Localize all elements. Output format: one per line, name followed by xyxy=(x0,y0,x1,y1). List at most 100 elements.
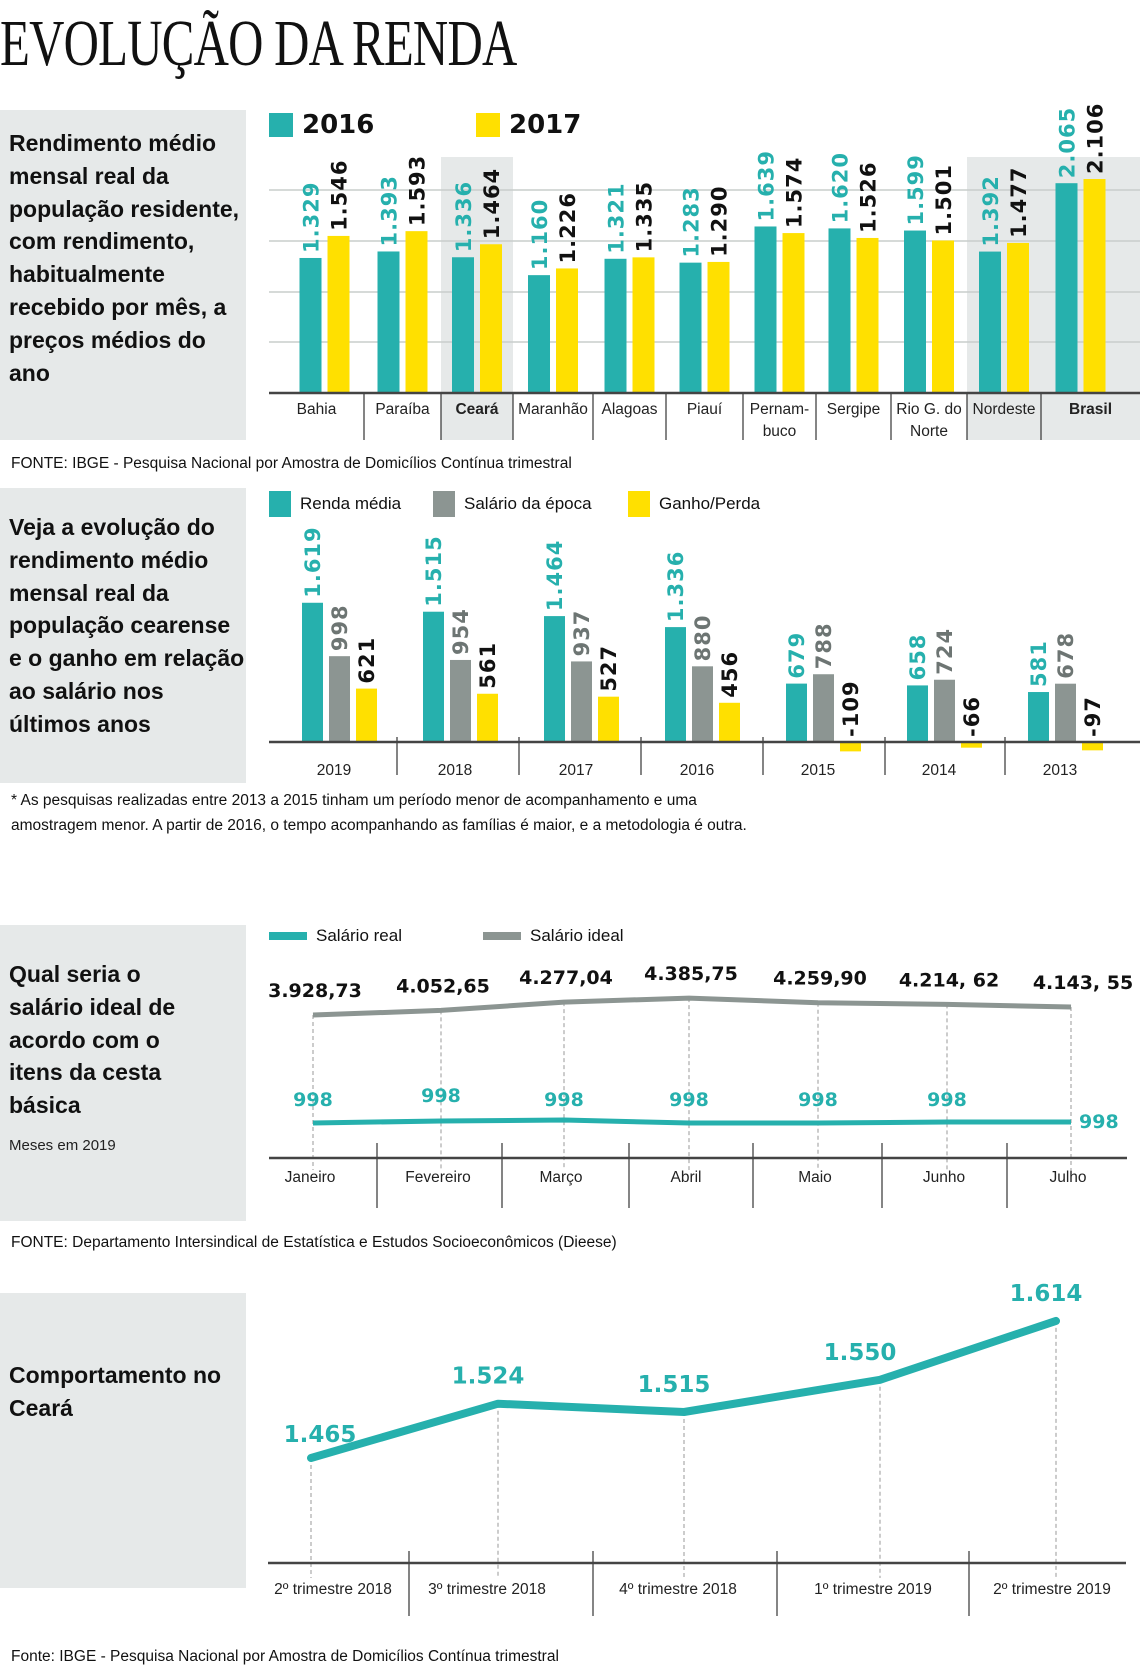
bar-2016 xyxy=(904,230,926,393)
real-value-label: 998 xyxy=(1079,1111,1119,1133)
bar-Salário da época xyxy=(329,656,350,742)
footnote-line1: * As pesquisas realizadas entre 2013 a 2… xyxy=(11,792,697,809)
data-label: 1.546 xyxy=(328,159,352,230)
ideal-value-label: 4.385,75 xyxy=(644,963,738,985)
legend-swatch xyxy=(269,932,307,940)
bar-2017 xyxy=(632,257,655,393)
bar-Renda média xyxy=(786,683,807,742)
bar-2016 xyxy=(604,258,627,393)
bar-2017 xyxy=(707,261,730,393)
legend-label: 2017 xyxy=(509,110,582,140)
category-label: Paraíba xyxy=(375,401,430,418)
section4-description: Comportamento no Ceará xyxy=(9,1362,222,1421)
year-label: 2016 xyxy=(680,762,714,779)
bar-Renda média xyxy=(1028,692,1049,742)
category-label: Sergipe xyxy=(827,401,880,418)
data-label: 998 xyxy=(328,604,352,651)
real-value-label: 998 xyxy=(544,1089,584,1111)
real-value-label: 998 xyxy=(798,1089,838,1111)
month-label: Janeiro xyxy=(285,1169,336,1186)
bar-Renda média xyxy=(907,685,928,742)
line-salario-ideal xyxy=(312,995,1072,1018)
year-label: 2014 xyxy=(922,762,957,779)
data-label: 937 xyxy=(570,610,594,657)
bar-Renda média xyxy=(302,602,323,742)
ideal-value-label: 4.259,90 xyxy=(773,968,867,990)
data-label: 1.619 xyxy=(301,526,325,597)
data-label: 1.336 xyxy=(452,181,476,252)
data-label: -97 xyxy=(1081,696,1105,737)
legend-renda-media: Renda média xyxy=(269,491,401,517)
section1-panel: Rendimento médio mensal real da populaçã… xyxy=(0,110,246,440)
bar-Ganho/Perda xyxy=(1082,742,1103,751)
legend-salario-ideal: Salário ideal xyxy=(483,926,624,946)
category-label: buco xyxy=(763,423,797,440)
bar-2016 xyxy=(299,257,322,393)
month-label: Abril xyxy=(670,1169,701,1186)
legend-swatch xyxy=(628,491,650,517)
quarter-label: 2º trimestre 2019 xyxy=(993,1581,1111,1598)
footnote-line2: amostragem menor. A partir de 2016, o te… xyxy=(11,817,747,834)
category-label: Norte xyxy=(910,423,948,440)
bar-2017 xyxy=(1007,242,1029,393)
value-label: 1.550 xyxy=(824,1340,897,1366)
bar-Renda média xyxy=(423,611,444,742)
bar-Salário da época xyxy=(1055,683,1076,742)
year-label: 2019 xyxy=(317,762,351,779)
line-salario-real xyxy=(312,1117,1071,1126)
data-label: 1.336 xyxy=(664,551,688,622)
data-label: 527 xyxy=(597,645,621,692)
section3-description: Qual seria o salário ideal de acordo com… xyxy=(9,961,176,1119)
value-label: 1.614 xyxy=(1010,1281,1083,1307)
data-label: 1.393 xyxy=(378,175,402,246)
category-label: Bahia xyxy=(297,401,337,418)
ideal-value-label: 4.052,65 xyxy=(396,975,490,997)
bar-Salário da época xyxy=(934,679,955,742)
bar-2016 xyxy=(754,226,777,393)
bar-2017 xyxy=(782,233,805,393)
year-label: 2018 xyxy=(438,762,472,779)
data-label: 1.574 xyxy=(783,157,807,228)
data-label: 679 xyxy=(785,632,809,679)
category-label: Brasil xyxy=(1069,401,1112,418)
bar-Ganho/Perda xyxy=(961,742,982,748)
quarter-label: 4º trimestre 2018 xyxy=(619,1581,737,1598)
month-label: Março xyxy=(539,1169,582,1186)
bar-Salário da época xyxy=(692,666,713,742)
value-label: 1.465 xyxy=(284,1422,357,1448)
bar-2017 xyxy=(932,240,954,393)
legend-2017: 2017 xyxy=(476,110,581,140)
bar-2017 xyxy=(405,231,428,393)
bar-2016 xyxy=(452,257,474,393)
quarter-label: 2º trimestre 2018 xyxy=(274,1581,392,1598)
data-label: 581 xyxy=(1027,640,1051,687)
category-label: Nordeste xyxy=(973,401,1036,418)
legend-swatch-2017 xyxy=(476,113,500,137)
legend-ganho-perda: Ganho/Perda xyxy=(628,491,760,517)
highlight-band xyxy=(967,157,1041,440)
section4-panel: Comportamento no Ceará xyxy=(0,1293,246,1588)
month-label: Maio xyxy=(798,1169,832,1186)
line-renda-ceara xyxy=(307,1316,1060,1462)
highlight-band xyxy=(1041,157,1140,440)
data-label: 1.329 xyxy=(300,182,324,253)
year-label: 2013 xyxy=(1043,762,1077,779)
data-label: 1.477 xyxy=(1007,166,1031,237)
data-label: 1.226 xyxy=(556,192,580,263)
bar-Renda média xyxy=(665,627,686,742)
bar-2017 xyxy=(856,237,879,393)
category-label: Maranhão xyxy=(518,401,588,418)
real-value-label: 998 xyxy=(293,1089,333,1111)
data-label: 1.290 xyxy=(708,185,732,256)
section4-source: Fonte: IBGE - Pesquisa Nacional por Amos… xyxy=(11,1648,559,1665)
legend-swatch xyxy=(433,491,455,517)
data-label: 1.321 xyxy=(605,182,629,253)
section2-panel: Veja a evolução do rendimento médio mens… xyxy=(0,488,246,783)
real-value-label: 998 xyxy=(669,1089,709,1111)
legend-swatch xyxy=(483,932,521,940)
data-label: 724 xyxy=(933,628,957,675)
data-label: 1.526 xyxy=(857,162,881,233)
bar-Ganho/Perda xyxy=(840,742,861,752)
legend-2016: 2016 xyxy=(269,110,374,140)
bar-2017 xyxy=(556,268,578,393)
